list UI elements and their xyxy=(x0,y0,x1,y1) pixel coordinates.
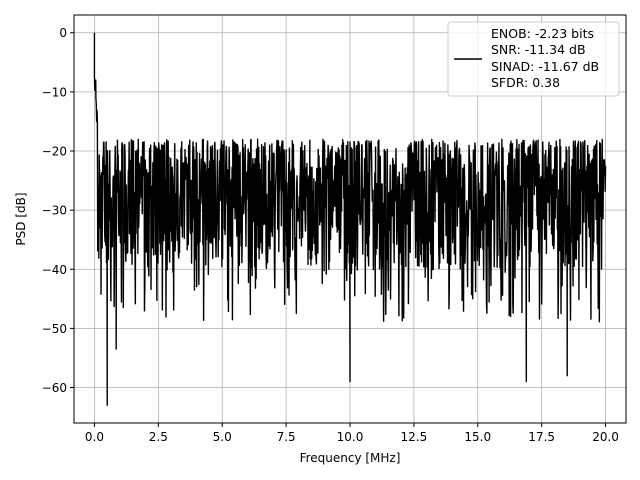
y-tick-label: −60 xyxy=(42,381,67,395)
x-tick-label: 20.0 xyxy=(592,430,619,444)
x-tick-label: 2.5 xyxy=(149,430,168,444)
legend-sinad: SINAD: -11.67 dB xyxy=(491,59,599,74)
y-tick-label: −10 xyxy=(42,85,67,99)
x-tick-label: 15.0 xyxy=(464,430,491,444)
y-tick-label: −30 xyxy=(42,204,67,218)
legend: ENOB: -2.23 bits SNR: -11.34 dB SINAD: -… xyxy=(447,21,620,97)
x-tick-label: 0.0 xyxy=(85,430,104,444)
x-tick-label: 10.0 xyxy=(337,430,364,444)
psd-series-line xyxy=(93,32,607,406)
y-tick-label: −50 xyxy=(42,322,67,336)
legend-snr: SNR: -11.34 dB xyxy=(491,42,586,57)
psd-trace xyxy=(93,32,607,406)
legend-sfdr: SFDR: 0.38 xyxy=(491,75,560,90)
x-tick-label: 17.5 xyxy=(528,430,555,444)
y-tick-label: 0 xyxy=(59,26,67,40)
x-tick-label: 7.5 xyxy=(277,430,296,444)
y-axis-label: PSD [dB] xyxy=(14,192,28,245)
legend-box xyxy=(447,21,620,97)
x-tick-label: 12.5 xyxy=(401,430,428,444)
y-tick-label: −20 xyxy=(42,145,67,159)
axis-ticks: 0.0 2.5 5.0 7.5 10.0 12.5 15.0 17.5 20.0 0 −10 −20 −… xyxy=(42,26,619,444)
y-tick-label: −40 xyxy=(42,263,67,277)
x-axis-label: Frequency [MHz] xyxy=(300,451,401,465)
legend-enob: ENOB: -2.23 bits xyxy=(491,26,594,41)
x-tick-label: 5.0 xyxy=(213,430,232,444)
